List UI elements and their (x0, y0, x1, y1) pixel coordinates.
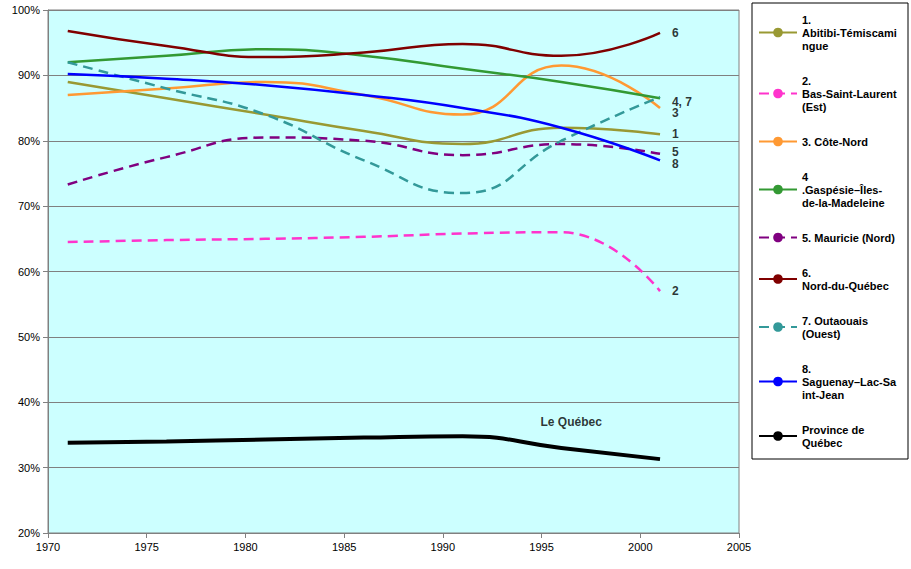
svg-text:100%: 100% (12, 4, 40, 16)
svg-text:60%: 60% (18, 266, 40, 278)
svg-text:1990: 1990 (431, 541, 455, 553)
svg-text:Le Québec: Le Québec (541, 415, 603, 429)
svg-text:80%: 80% (18, 135, 40, 147)
svg-text:30%: 30% (18, 462, 40, 474)
svg-text:(Ouest): (Ouest) (802, 328, 841, 340)
svg-text:7. Outaouais: 7. Outaouais (802, 315, 871, 327)
svg-text:40%: 40% (18, 396, 40, 408)
svg-text:1980: 1980 (233, 541, 257, 553)
svg-text:int-Jean: int-Jean (802, 389, 844, 401)
svg-text:1975: 1975 (134, 541, 158, 553)
svg-text:Nord-du-Québec: Nord-du-Québec (802, 280, 889, 292)
svg-text:de-la-Madeleine: de-la-Madeleine (802, 197, 885, 209)
svg-text:6.: 6. (802, 267, 814, 279)
svg-text:1: 1 (672, 127, 679, 141)
svg-text:1985: 1985 (332, 541, 356, 553)
svg-text:2000: 2000 (628, 541, 652, 553)
svg-text:4, 7: 4, 7 (671, 94, 692, 109)
svg-text:1995: 1995 (529, 541, 553, 553)
svg-text:(Est): (Est) (802, 101, 827, 113)
svg-text:Abitibi-Témiscami: Abitibi-Témiscami (802, 27, 897, 39)
svg-text:3: 3 (672, 106, 679, 120)
svg-text:Bas-Saint-Laurent: Bas-Saint-Laurent (802, 88, 900, 100)
svg-text:.Gaspésie–Îles-: .Gaspésie–Îles- (802, 184, 882, 196)
svg-text:70%: 70% (18, 200, 40, 212)
svg-text:8.: 8. (802, 363, 814, 375)
svg-text:Saguenay–Lac-Sa: Saguenay–Lac-Sa (802, 376, 897, 388)
svg-text:8: 8 (672, 157, 679, 171)
svg-text:2: 2 (672, 284, 679, 298)
svg-text:Province de: Province de (802, 424, 867, 436)
svg-text:ngue: ngue (802, 40, 828, 52)
svg-text:3. Côte-Nord: 3. Côte-Nord (802, 136, 868, 148)
svg-text:2.: 2. (802, 75, 814, 87)
svg-text:5: 5 (671, 144, 679, 159)
svg-text:4: 4 (802, 171, 811, 183)
svg-text:20%: 20% (18, 527, 40, 539)
svg-text:5. Mauricie (Nord): 5. Mauricie (Nord) (802, 232, 895, 244)
svg-text:Québec: Québec (802, 437, 842, 449)
svg-text:90%: 90% (18, 69, 40, 81)
svg-text:1.: 1. (802, 14, 814, 26)
svg-text:2005: 2005 (727, 541, 751, 553)
svg-text:6: 6 (672, 26, 679, 40)
svg-text:1970: 1970 (36, 541, 60, 553)
svg-text:50%: 50% (18, 331, 40, 343)
